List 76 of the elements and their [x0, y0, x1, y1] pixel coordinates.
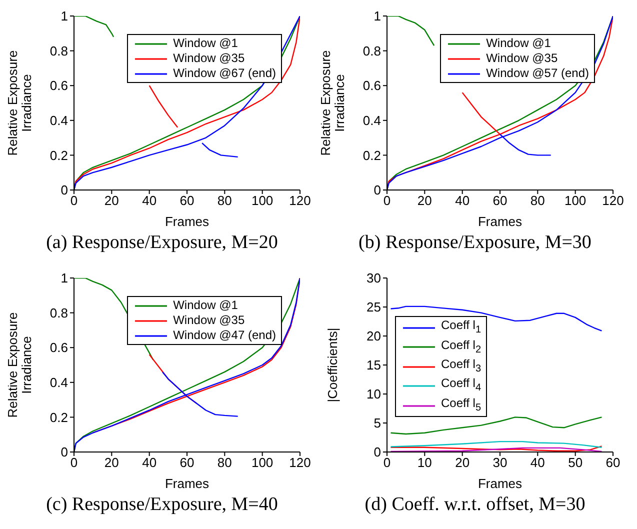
x-tick-label: 10	[417, 455, 432, 470]
y-tick-label: 0.6	[50, 78, 68, 94]
y-tick-label: 30	[366, 270, 381, 286]
y-tick-label: 0.2	[362, 148, 381, 163]
legend-label: Window @1	[173, 36, 238, 51]
x-tick-label: 0	[383, 193, 391, 208]
legend-label: Window @35	[173, 313, 245, 328]
x-tick-label: 80	[217, 193, 232, 208]
y-tick-label: 0.4	[50, 113, 68, 128]
legend-label: Window @57 (end)	[486, 66, 589, 81]
legend-label: Coeff l$_{2}$	[441, 338, 482, 358]
legend-label: Window @35	[173, 51, 245, 66]
y-tick-label: 0	[60, 182, 68, 198]
x-tick-label: 20	[104, 455, 119, 470]
x-tick-label: 30	[492, 455, 508, 470]
x-tick-label: 60	[180, 193, 194, 208]
y-tick-label: 5	[374, 416, 381, 431]
x-tick-label: 100	[564, 193, 586, 208]
legend-label: Coeff l$_{4}$	[441, 376, 482, 396]
x-tick-label: 120	[602, 193, 624, 208]
text: (c) Response/Exposure, M=40	[45, 494, 279, 517]
text: (a) Response/Exposure, M=20	[45, 232, 279, 255]
x-tick-label: 40	[142, 193, 157, 208]
y-tick-label: 20	[366, 328, 381, 344]
x-tick-label: 80	[217, 455, 232, 470]
y-tick-label: 0.6	[50, 340, 68, 356]
y-tick-label: 0.8	[50, 305, 68, 320]
legend-label: Window @35	[486, 51, 558, 66]
x-tick-label: 20	[417, 193, 432, 208]
x-tick-label: 80	[530, 193, 545, 208]
y-tick-label: 0.4	[50, 375, 68, 390]
legend-label: Coeff l$_{5}$	[441, 396, 482, 416]
x-tick-label: 40	[530, 455, 545, 470]
y-tick-label: 0.4	[362, 113, 381, 128]
x-tick-label: 100	[251, 193, 274, 208]
y-tick-label: 1	[60, 8, 68, 24]
legend-label: Window @1	[486, 36, 551, 51]
x-tick-label: 0	[70, 193, 78, 208]
text: (b) Response/Exposure, M=30	[358, 232, 592, 255]
text: (d) Coeff. w.r.t. offset, M=30	[364, 494, 586, 517]
y-tick-label: 0	[374, 182, 381, 198]
legend-label: Coeff l$_{3}$	[441, 357, 482, 376]
x-tick-label: 40	[142, 455, 157, 470]
x-tick-label: 100	[251, 455, 274, 470]
y-tick-label: 0.8	[362, 43, 381, 58]
y-tick-label: 0.2	[50, 148, 68, 163]
y-tick-label: 0.8	[50, 43, 68, 58]
y-tick-label: 10	[366, 386, 381, 402]
x-axis-title: Frames	[164, 214, 210, 229]
x-tick-label: 60	[492, 193, 508, 208]
y-tick-label: 0	[60, 444, 68, 460]
legend-label: Window @67 (end)	[173, 66, 276, 81]
x-tick-label: 60	[180, 455, 194, 470]
x-tick-label: 40	[455, 193, 470, 208]
x-tick-label: 50	[568, 455, 583, 470]
y-tick-label: 1	[374, 8, 381, 24]
x-tick-label: 120	[289, 455, 311, 470]
legend-label: Window @47 (end)	[173, 328, 276, 343]
x-axis-title: Frames	[478, 214, 523, 229]
x-tick-label: 20	[104, 193, 119, 208]
x-tick-label: 0	[70, 455, 78, 470]
y-tick-label: 0.6	[362, 78, 381, 94]
y-axis-title: |Coefficients|	[325, 328, 340, 402]
x-tick-label: 20	[455, 455, 470, 470]
y-tick-label: 25	[366, 300, 381, 315]
x-tick-label: 60	[606, 455, 620, 470]
legend-label: Window @1	[173, 298, 238, 313]
x-axis-title: Frames	[478, 476, 523, 491]
legend-label: Coeff l$_{1}$	[441, 318, 482, 338]
y-tick-label: 0	[374, 444, 381, 460]
x-tick-label: 120	[289, 193, 311, 208]
x-tick-label: 0	[383, 455, 391, 470]
x-axis-title: Frames	[164, 476, 210, 491]
y-tick-label: 0.2	[50, 410, 68, 425]
y-tick-label: 15	[366, 358, 381, 373]
y-tick-label: 1	[60, 270, 68, 286]
